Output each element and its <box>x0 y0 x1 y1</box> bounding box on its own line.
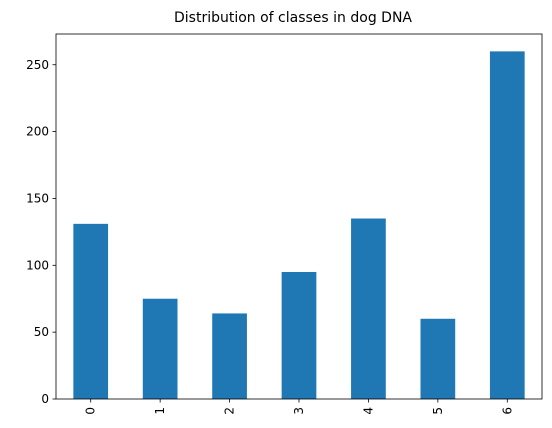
y-tick-label: 0 <box>41 392 49 406</box>
bars-layer <box>73 51 525 399</box>
x-tick-label: 6 <box>500 407 514 415</box>
bar-1 <box>142 298 178 399</box>
chart-title: Distribution of classes in dog DNA <box>174 10 412 26</box>
y-tick-label: 250 <box>26 58 49 72</box>
y-tick-label: 100 <box>26 258 49 272</box>
x-tick-label: 4 <box>361 407 375 415</box>
bar-6 <box>489 51 525 399</box>
x-tick-label: 3 <box>292 407 306 415</box>
y-tick-label: 50 <box>34 325 49 339</box>
bar-2 <box>212 313 247 399</box>
x-tick-label: 0 <box>84 407 98 415</box>
bar-4 <box>351 218 386 399</box>
bar-0 <box>73 223 109 399</box>
bar-3 <box>281 271 317 399</box>
x-tick-label: 2 <box>223 407 237 415</box>
x-tick-label: 1 <box>153 407 167 415</box>
bar-5 <box>420 318 456 399</box>
y-tick-label: 150 <box>26 191 49 205</box>
x-tick-label: 5 <box>431 407 445 415</box>
axes-layer: 0 50 100 150 200 250 0 1 2 3 4 5 6 <box>26 33 543 415</box>
y-tick-label: 200 <box>26 125 49 139</box>
